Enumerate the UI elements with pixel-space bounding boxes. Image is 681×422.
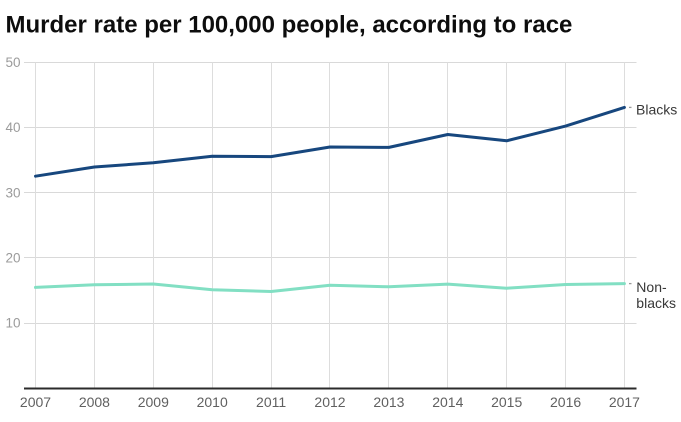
svg-text:2008: 2008 <box>79 394 110 410</box>
svg-text:Murder rate per 100,000 people: Murder rate per 100,000 people, accordin… <box>6 11 573 38</box>
svg-text:2014: 2014 <box>432 394 463 410</box>
svg-text:Blacks: Blacks <box>636 102 677 118</box>
svg-text:30: 30 <box>6 185 21 200</box>
svg-text:50: 50 <box>6 55 21 70</box>
svg-text:10: 10 <box>6 316 21 331</box>
svg-text:2012: 2012 <box>314 394 345 410</box>
svg-text:2009: 2009 <box>138 394 169 410</box>
svg-text:2017: 2017 <box>609 394 640 410</box>
svg-text:Non-: Non- <box>636 279 667 295</box>
svg-text:2011: 2011 <box>256 394 286 410</box>
svg-text:blacks: blacks <box>636 295 676 311</box>
svg-text:2007: 2007 <box>20 394 51 410</box>
svg-text:20: 20 <box>6 251 21 266</box>
svg-text:2010: 2010 <box>197 394 228 410</box>
svg-text:2016: 2016 <box>550 394 581 410</box>
svg-text:2015: 2015 <box>491 394 522 410</box>
svg-text:2013: 2013 <box>373 394 404 410</box>
svg-text:40: 40 <box>6 120 21 135</box>
